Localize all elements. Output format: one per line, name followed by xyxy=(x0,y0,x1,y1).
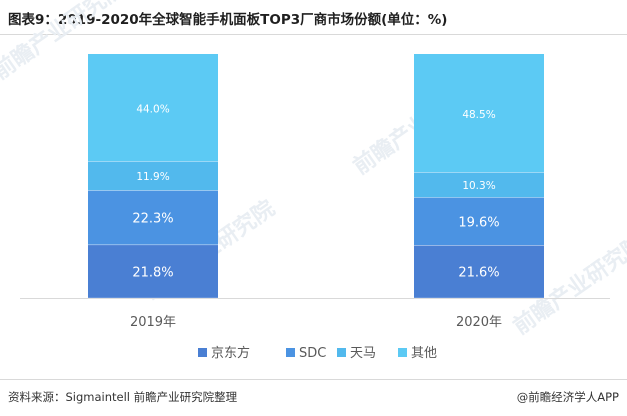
legend-label: SDC xyxy=(299,346,326,361)
brand-text: @前瞻经济学人APP xyxy=(516,390,619,404)
legend-swatch xyxy=(286,348,295,357)
data-label: 10.3% xyxy=(462,180,495,192)
data-label: 21.8% xyxy=(132,265,173,280)
data-label: 19.6% xyxy=(458,215,499,230)
title-divider xyxy=(0,34,627,35)
legend-label: 天马 xyxy=(350,346,376,361)
bar-segment xyxy=(88,244,218,298)
bar-segment xyxy=(88,190,218,245)
bar-segment xyxy=(88,161,218,191)
bar-segment xyxy=(414,54,544,173)
legend-swatch xyxy=(198,348,207,357)
legend-swatch xyxy=(337,348,346,357)
x-tick-label: 2020年 xyxy=(456,315,502,330)
bar-segment xyxy=(414,172,544,198)
legend-swatch xyxy=(398,348,407,357)
bar-segment xyxy=(88,54,218,162)
data-label: 22.3% xyxy=(132,212,173,227)
bar-segment xyxy=(414,197,544,246)
legend-label: 京东方 xyxy=(211,345,250,361)
x-tick-label: 2019年 xyxy=(130,315,176,330)
legend-label: 其他 xyxy=(411,346,437,361)
source-note: 资料来源：Sigmaintell 前瞻产业研究院整理 xyxy=(8,390,238,404)
data-label: 48.5% xyxy=(462,109,495,121)
data-label: 44.0% xyxy=(136,104,169,116)
footer: 资料来源：Sigmaintell 前瞻产业研究院整理 @前瞻经济学人APP xyxy=(0,379,627,416)
brand-credit: @前瞻经济学人APP xyxy=(517,389,619,405)
data-label: 11.9% xyxy=(136,171,169,183)
data-label: 21.6% xyxy=(458,266,499,281)
chart-title: 图表9：2019-2020年全球智能手机面板TOP3厂商市场份额(单位：%) xyxy=(8,12,448,28)
bar-segment xyxy=(414,245,544,298)
stacked-bar-chart: 前瞻产业研究院前瞻产业研究院前瞻产业研究院前瞻产业研究院21.8%22.3%11… xyxy=(0,0,627,361)
